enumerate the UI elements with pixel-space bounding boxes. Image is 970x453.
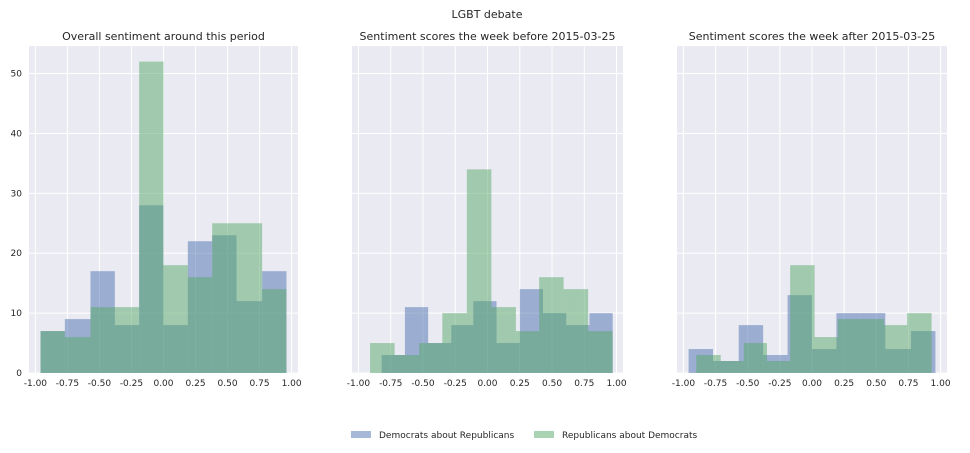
y-tick-label: 30 bbox=[11, 189, 23, 199]
bar-rep bbox=[163, 265, 188, 373]
y-tick-label: 20 bbox=[11, 249, 23, 259]
x-tick-label: 0.25 bbox=[186, 379, 206, 389]
bar-rep bbox=[743, 343, 767, 373]
panel-title: Overall sentiment around this period bbox=[62, 30, 265, 43]
bar-rep bbox=[466, 169, 492, 373]
bar-rep bbox=[860, 319, 884, 373]
y-tick-label: 10 bbox=[11, 309, 23, 319]
bar-rep bbox=[884, 325, 908, 373]
bar-rep bbox=[64, 337, 91, 373]
panel-2: Sentiment scores the week before 2015-03… bbox=[347, 30, 627, 389]
panel-1: Overall sentiment around this period -1.0… bbox=[11, 30, 302, 389]
x-tick-label: 0.75 bbox=[574, 379, 594, 389]
bar-rep bbox=[588, 331, 613, 373]
bar-rep bbox=[262, 289, 287, 373]
x-tick-label: 0.25 bbox=[510, 379, 530, 389]
x-tick-label: 0.00 bbox=[477, 379, 497, 389]
x-tick-label: -0.50 bbox=[88, 379, 112, 389]
x-tick-label: 0.50 bbox=[866, 379, 886, 389]
x-tick-label: -0.25 bbox=[120, 379, 143, 389]
y-tick-label: 50 bbox=[11, 70, 23, 80]
bar-rep bbox=[720, 361, 744, 373]
x-tick-label: 0.00 bbox=[802, 379, 822, 389]
x-tick-label: -0.25 bbox=[444, 379, 467, 389]
bar-rep bbox=[442, 313, 467, 373]
x-tick-label: 0.50 bbox=[218, 379, 238, 389]
bar-rep bbox=[419, 343, 443, 373]
bar-rep bbox=[563, 289, 589, 373]
bar-rep bbox=[40, 331, 65, 373]
bar-rep bbox=[515, 331, 540, 373]
legend-swatch-democrats bbox=[351, 431, 371, 438]
x-tick-label: 0.75 bbox=[898, 379, 918, 389]
x-tick-label: -0.75 bbox=[704, 379, 727, 389]
x-tick-label: -0.75 bbox=[379, 379, 402, 389]
bar-rep bbox=[907, 313, 932, 373]
bar-rep bbox=[370, 343, 395, 373]
legend: Democrats about Republicans Republicans … bbox=[351, 431, 697, 441]
bar-rep bbox=[539, 277, 564, 373]
x-tick-label: -0.25 bbox=[768, 379, 791, 389]
x-tick-label: -0.50 bbox=[411, 379, 435, 389]
bar-rep bbox=[790, 265, 815, 373]
x-tick-label: -1.00 bbox=[672, 379, 696, 389]
y-tick-label: 0 bbox=[16, 369, 22, 379]
x-tick-label: 1.00 bbox=[607, 379, 627, 389]
x-tick-label: -1.00 bbox=[347, 379, 371, 389]
legend-label-democrats: Democrats about Republicans bbox=[379, 431, 514, 441]
x-tick-label: 0.25 bbox=[834, 379, 854, 389]
y-tick-label: 40 bbox=[11, 129, 23, 139]
bar-rep bbox=[837, 319, 861, 373]
bar-rep bbox=[394, 355, 420, 373]
bar-rep bbox=[491, 307, 516, 373]
bar-rep bbox=[90, 307, 115, 373]
panel-title: Sentiment scores the week after 2015-03-… bbox=[689, 30, 936, 43]
x-tick-label: 1.00 bbox=[282, 379, 302, 389]
legend-label-republicans: Republicans about Democrats bbox=[562, 431, 697, 441]
bar-rep bbox=[236, 223, 263, 373]
x-tick-label: -1.00 bbox=[24, 379, 48, 389]
x-tick-label: 1.00 bbox=[931, 379, 951, 389]
legend-swatch-republicans bbox=[534, 431, 554, 438]
bar-rep bbox=[114, 307, 140, 373]
panel-title: Sentiment scores the week before 2015-03… bbox=[360, 30, 616, 43]
bar-rep bbox=[187, 277, 213, 373]
x-tick-label: 0.00 bbox=[153, 379, 173, 389]
bar-rep bbox=[767, 361, 791, 373]
bar-rep bbox=[139, 61, 164, 373]
x-tick-label: -0.50 bbox=[736, 379, 760, 389]
panels: Overall sentiment around this period -1.0… bbox=[11, 30, 951, 389]
chart-title: LGBT debate bbox=[452, 8, 523, 21]
bar-rep bbox=[696, 355, 721, 373]
x-tick-label: -0.75 bbox=[56, 379, 79, 389]
bar-rep bbox=[814, 337, 838, 373]
x-tick-label: 0.50 bbox=[542, 379, 562, 389]
x-tick-label: 0.75 bbox=[250, 379, 270, 389]
bar-rep bbox=[212, 223, 237, 373]
panel-3: Sentiment scores the week after 2015-03-… bbox=[672, 30, 951, 389]
